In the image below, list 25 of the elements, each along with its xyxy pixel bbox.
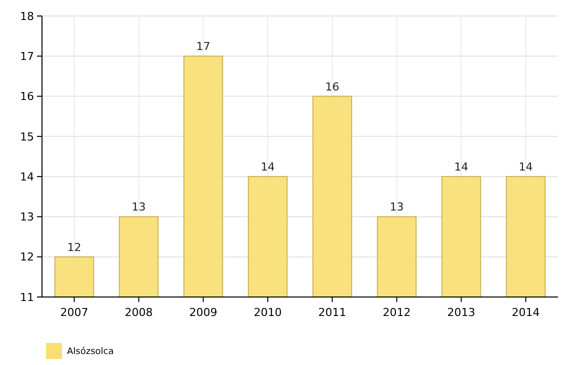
- data-label: 17: [196, 40, 210, 54]
- y-tick-label: 12: [20, 250, 34, 264]
- data-label: 14: [518, 160, 533, 174]
- data-label: 16: [325, 80, 340, 94]
- x-tick-label: 2010: [254, 306, 282, 319]
- data-label: 13: [132, 200, 146, 214]
- data-label: 13: [390, 200, 404, 214]
- x-tick-label: 2013: [447, 306, 476, 319]
- y-tick-label: 16: [20, 90, 34, 104]
- y-tick-label: 17: [20, 50, 34, 63]
- y-tick-label: 14: [20, 170, 34, 184]
- y-tick-label: 13: [20, 210, 34, 224]
- y-tick-label: 11: [20, 290, 34, 304]
- x-tick-label: 2008: [124, 306, 153, 319]
- data-label: 12: [67, 240, 82, 254]
- data-label: 14: [260, 160, 275, 174]
- data-label: 14: [454, 160, 468, 174]
- x-tick-label: 2007: [60, 306, 88, 319]
- x-tick-label: 2012: [382, 306, 411, 319]
- x-tick-label: 2011: [318, 306, 346, 319]
- legend-label: Alsózsolca: [67, 346, 114, 358]
- y-tick-label: 18: [20, 10, 34, 23]
- y-tick-label: 15: [20, 130, 34, 144]
- x-tick-label: 2014: [512, 306, 540, 319]
- x-tick-label: 2009: [189, 306, 218, 319]
